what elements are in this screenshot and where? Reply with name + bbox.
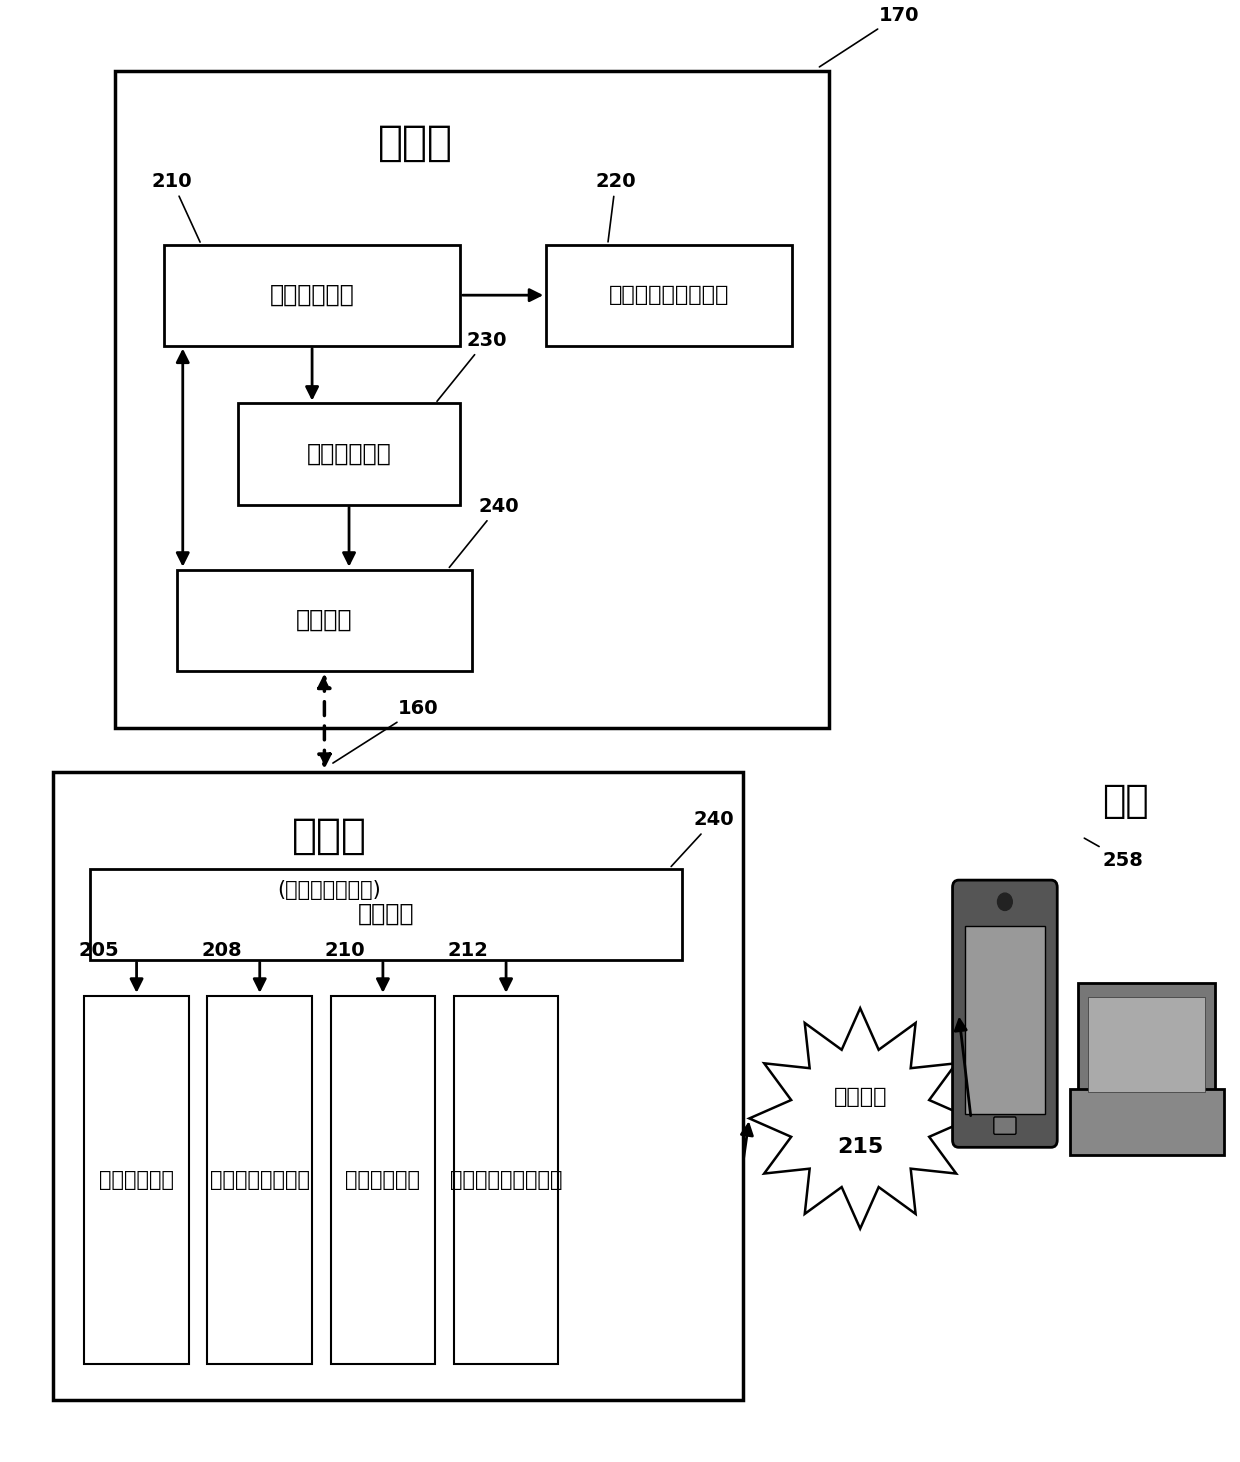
FancyBboxPatch shape <box>115 72 830 728</box>
Text: 通信模块: 通信模块 <box>357 902 414 925</box>
Text: 通信模块: 通信模块 <box>296 608 352 632</box>
Text: 无人机: 无人机 <box>377 121 453 164</box>
Text: 205: 205 <box>78 940 119 959</box>
Text: 无人机自动任务模块: 无人机自动任务模块 <box>609 285 729 306</box>
FancyBboxPatch shape <box>1087 997 1205 1092</box>
FancyBboxPatch shape <box>238 404 460 504</box>
Text: 时间及位置获取模块: 时间及位置获取模块 <box>450 1170 562 1190</box>
Text: 220: 220 <box>595 173 636 241</box>
Text: 地面站: 地面站 <box>291 816 367 857</box>
Text: 258: 258 <box>1084 838 1143 870</box>
Text: 160: 160 <box>332 699 439 763</box>
FancyBboxPatch shape <box>207 996 312 1364</box>
FancyBboxPatch shape <box>176 570 472 671</box>
Text: 210: 210 <box>325 940 365 959</box>
FancyBboxPatch shape <box>1070 1089 1224 1155</box>
FancyBboxPatch shape <box>952 880 1058 1148</box>
Circle shape <box>997 893 1012 911</box>
Text: 170: 170 <box>820 6 919 67</box>
Text: (增强现实服务器): (增强现实服务器) <box>278 880 381 901</box>
FancyBboxPatch shape <box>454 996 558 1364</box>
FancyBboxPatch shape <box>965 927 1045 1114</box>
Text: 230: 230 <box>436 330 507 402</box>
FancyBboxPatch shape <box>546 244 792 345</box>
Text: 数码航摄模块: 数码航摄模块 <box>306 442 392 466</box>
Text: 215: 215 <box>837 1137 883 1158</box>
Polygon shape <box>749 1009 971 1228</box>
FancyBboxPatch shape <box>91 868 682 959</box>
Text: 212: 212 <box>448 940 489 959</box>
Text: 240: 240 <box>671 810 734 867</box>
Text: 应急车道识别模块: 应急车道识别模块 <box>210 1170 310 1190</box>
FancyBboxPatch shape <box>331 996 435 1364</box>
Text: 系统控制模块: 系统控制模块 <box>270 284 355 307</box>
FancyBboxPatch shape <box>84 996 188 1364</box>
FancyBboxPatch shape <box>164 244 460 345</box>
Text: 车牌识别模块: 车牌识别模块 <box>346 1170 420 1190</box>
FancyBboxPatch shape <box>53 772 743 1401</box>
Text: 终端: 终端 <box>1101 782 1148 820</box>
FancyBboxPatch shape <box>1078 982 1215 1104</box>
Text: 道路识别模块: 道路识别模块 <box>99 1170 174 1190</box>
Text: 无线网络: 无线网络 <box>833 1086 887 1107</box>
FancyBboxPatch shape <box>993 1117 1016 1135</box>
Text: 208: 208 <box>201 940 242 959</box>
Text: 240: 240 <box>449 497 520 567</box>
Text: 210: 210 <box>153 173 200 243</box>
